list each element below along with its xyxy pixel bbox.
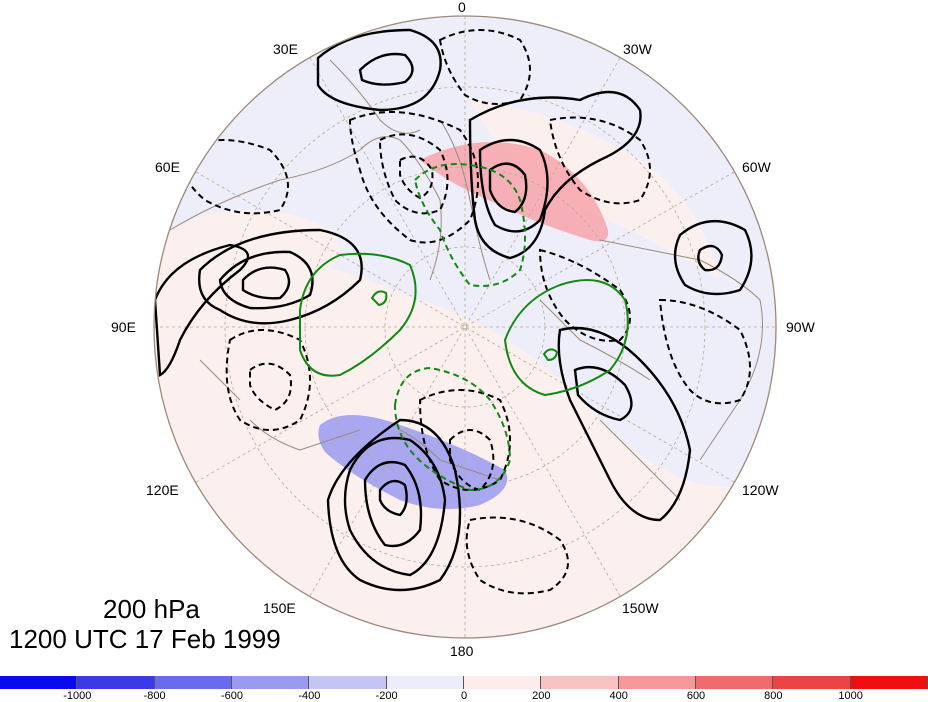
colorbar-tick-label: 400 [609, 690, 628, 702]
colorbar-tick-label: -1000 [63, 690, 92, 702]
lon-label-90e: 90E [111, 319, 136, 335]
colorbar-tick-label: 0 [460, 690, 468, 702]
colorbar-tick-label: 200 [532, 690, 551, 702]
colorbar-segment [773, 676, 851, 689]
map-boundary [153, 15, 777, 639]
lon-label-90w: 90W [786, 319, 815, 335]
colorbar-tick-label: -800 [143, 690, 166, 702]
pressure-level-caption: 200 hPa [103, 594, 200, 624]
colorbar-segment [231, 676, 310, 689]
colorbar-tick-label: 600 [686, 690, 706, 702]
colorbar-tick-label: 800 [764, 690, 783, 702]
colorbar-segment [541, 676, 619, 689]
datetime-caption: 1200 UTC 17 Feb 1999 [9, 624, 281, 654]
colorbar-segment [463, 676, 542, 689]
lon-label-60w: 60W [742, 159, 771, 175]
lon-label-150e: 150E [263, 600, 296, 616]
green-contours [299, 163, 629, 492]
lon-label-120e: 120E [146, 482, 179, 498]
positive-anomaly-patch [420, 142, 609, 242]
colorbar-tick-label: 1000 [838, 690, 863, 702]
colorbar-segment [618, 676, 696, 689]
polar-stereographic-map [153, 15, 777, 639]
graticule [154, 16, 776, 638]
lon-label-120w: 120W [742, 482, 779, 498]
negative-contours [178, 29, 751, 595]
coastlines [169, 59, 763, 501]
colorbar [0, 676, 928, 689]
colorbar-tick-label: -200 [375, 690, 398, 702]
colorbar-segment [77, 676, 155, 689]
colorbar-tick-label: -400 [298, 690, 321, 702]
lon-label-30e: 30E [273, 41, 298, 57]
colorbar-segment [695, 676, 774, 689]
lon-label-150w: 150W [622, 600, 659, 616]
positive-contours [154, 28, 753, 592]
colorbar-segment [154, 676, 232, 689]
colorbar-segment [0, 676, 78, 689]
colorbar-segment [386, 676, 464, 689]
colorbar-segment [850, 676, 928, 689]
lon-label-60e: 60E [155, 159, 180, 175]
colorbar-tick-label: -600 [220, 690, 244, 702]
colorbar-segment [309, 676, 387, 689]
lon-label-180: 180 [450, 643, 474, 659]
lon-label-0: 0 [458, 0, 466, 15]
lon-label-30w: 30W [623, 41, 652, 57]
